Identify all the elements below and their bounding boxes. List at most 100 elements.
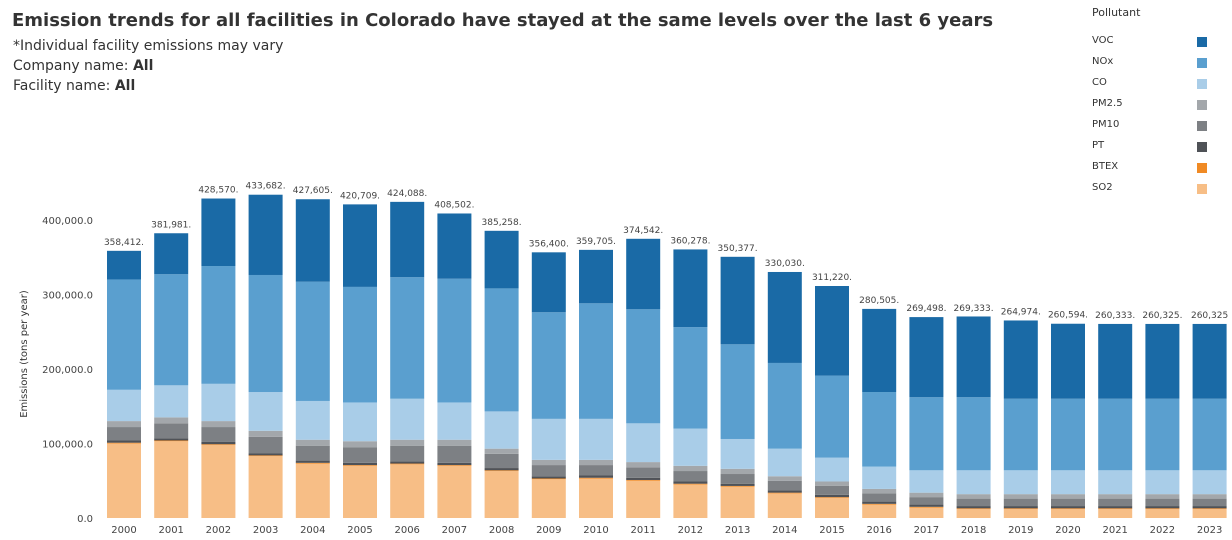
bar-segment-btex xyxy=(862,503,897,505)
bar-segment-pm10 xyxy=(154,423,189,439)
bar-segment-voc xyxy=(1003,320,1038,399)
y-tick-label: 200,000.0 xyxy=(42,365,93,376)
y-tick-label: 100,000.0 xyxy=(42,439,93,450)
bar-segment-pm10 xyxy=(248,436,283,454)
bar-2011[interactable] xyxy=(626,238,661,518)
x-tick-label: 2007 xyxy=(442,525,467,536)
total-label: 374,542. xyxy=(623,226,663,236)
bar-segment-pm10 xyxy=(956,498,991,507)
total-label: 264,974. xyxy=(1001,307,1041,317)
bar-segment-voc xyxy=(1051,323,1085,399)
bar-2012[interactable] xyxy=(673,249,708,518)
bar-segment-so2 xyxy=(862,504,897,518)
bar-segment-voc xyxy=(626,238,661,310)
bar-2010[interactable] xyxy=(579,249,613,518)
legend-item-voc[interactable]: VOC xyxy=(1092,35,1212,51)
bar-segment-pt xyxy=(579,475,613,478)
bar-2023[interactable] xyxy=(1192,323,1227,518)
bar-segment-btex xyxy=(909,506,944,508)
bar-segment-pt xyxy=(437,462,472,466)
bar-segment-voc xyxy=(1098,323,1133,399)
bar-segment-nox xyxy=(815,375,849,458)
legend-item-btex[interactable]: BTEX xyxy=(1092,161,1212,177)
bar-segment-btex xyxy=(201,444,236,445)
bar-2020[interactable] xyxy=(1051,323,1085,518)
legend-item-pt[interactable]: PT xyxy=(1092,140,1212,156)
bar-segment-btex xyxy=(720,485,755,487)
bar-segment-voc xyxy=(909,317,944,398)
x-tick-label: 2021 xyxy=(1102,525,1127,536)
x-tick-label: 2011 xyxy=(630,525,655,536)
x-tick-label: 2001 xyxy=(158,525,183,536)
legend-swatch xyxy=(1197,100,1207,110)
total-label: 269,498. xyxy=(906,304,946,314)
bar-segment-nox xyxy=(862,392,897,467)
x-tick-label: 2005 xyxy=(347,525,372,536)
bar-segment-pt xyxy=(956,506,991,509)
total-label: 420,709. xyxy=(340,191,380,201)
bar-segment-pt xyxy=(720,483,755,486)
bar-segment-pt xyxy=(626,477,661,480)
bar-segment-pm2-5 xyxy=(626,462,661,468)
bar-2008[interactable] xyxy=(484,230,519,518)
bar-segment-so2 xyxy=(909,507,944,518)
bar-segment-co xyxy=(248,392,283,431)
bar-segment-pm2-5 xyxy=(956,494,991,499)
bar-segment-pm10 xyxy=(107,427,141,441)
bar-segment-pm2-5 xyxy=(1051,494,1085,499)
bar-2003[interactable] xyxy=(248,194,283,518)
bar-segment-pm10 xyxy=(343,447,377,463)
bar-2019[interactable] xyxy=(1003,320,1038,518)
bar-segment-pt xyxy=(767,490,802,493)
bar-segment-btex xyxy=(1003,508,1038,510)
bar-segment-pt xyxy=(531,476,566,479)
bar-2022[interactable] xyxy=(1145,323,1180,518)
company-filter-value[interactable]: All xyxy=(132,58,154,74)
legend-swatch xyxy=(1197,163,1207,173)
bar-2005[interactable] xyxy=(343,204,377,518)
bar-segment-so2 xyxy=(107,443,141,518)
bar-2018[interactable] xyxy=(956,316,991,518)
bar-segment-voc xyxy=(437,213,472,279)
facility-filter-value[interactable]: All xyxy=(114,78,136,94)
bar-segment-so2 xyxy=(154,441,189,518)
bar-2013[interactable] xyxy=(720,256,755,518)
bar-2007[interactable] xyxy=(437,213,472,518)
bar-2002[interactable] xyxy=(201,198,236,518)
bar-segment-btex xyxy=(815,497,849,498)
bar-2000[interactable] xyxy=(107,250,141,518)
bar-2017[interactable] xyxy=(909,317,944,518)
x-tick-label: 2013 xyxy=(725,525,750,536)
bar-segment-co xyxy=(956,470,991,495)
bar-2016[interactable] xyxy=(862,308,897,518)
legend-item-pm10[interactable]: PM10 xyxy=(1092,119,1212,135)
bar-segment-btex xyxy=(295,462,330,464)
legend-item-pm2-5[interactable]: PM2.5 xyxy=(1092,98,1212,114)
bar-segment-voc xyxy=(201,198,236,267)
bar-2009[interactable] xyxy=(531,252,566,518)
bar-segment-so2 xyxy=(201,444,236,518)
bar-segment-pm10 xyxy=(673,471,708,482)
bar-2001[interactable] xyxy=(154,233,189,518)
bar-segment-btex xyxy=(1051,508,1085,510)
bar-segment-pt xyxy=(1003,506,1038,509)
bar-segment-pt xyxy=(909,504,944,507)
bar-segment-co xyxy=(390,398,425,440)
bar-segment-pt xyxy=(1051,506,1085,509)
bar-segment-pm2-5 xyxy=(862,488,897,494)
bar-segment-so2 xyxy=(1145,509,1180,518)
bar-segment-nox xyxy=(1003,398,1038,471)
bar-2015[interactable] xyxy=(815,285,849,518)
bar-segment-nox xyxy=(1051,398,1085,471)
bar-segment-btex xyxy=(626,479,661,481)
bar-2014[interactable] xyxy=(767,271,802,518)
legend-item-nox[interactable]: NOx xyxy=(1092,56,1212,72)
bar-2006[interactable] xyxy=(390,201,425,518)
legend-item-so2[interactable]: SO2 xyxy=(1092,182,1212,198)
bar-segment-co xyxy=(720,438,755,469)
bar-segment-pm2-5 xyxy=(1098,494,1133,499)
bar-2004[interactable] xyxy=(295,199,330,518)
legend-item-co[interactable]: CO xyxy=(1092,77,1212,93)
bar-2021[interactable] xyxy=(1098,323,1133,518)
bar-segment-pt xyxy=(154,438,189,441)
